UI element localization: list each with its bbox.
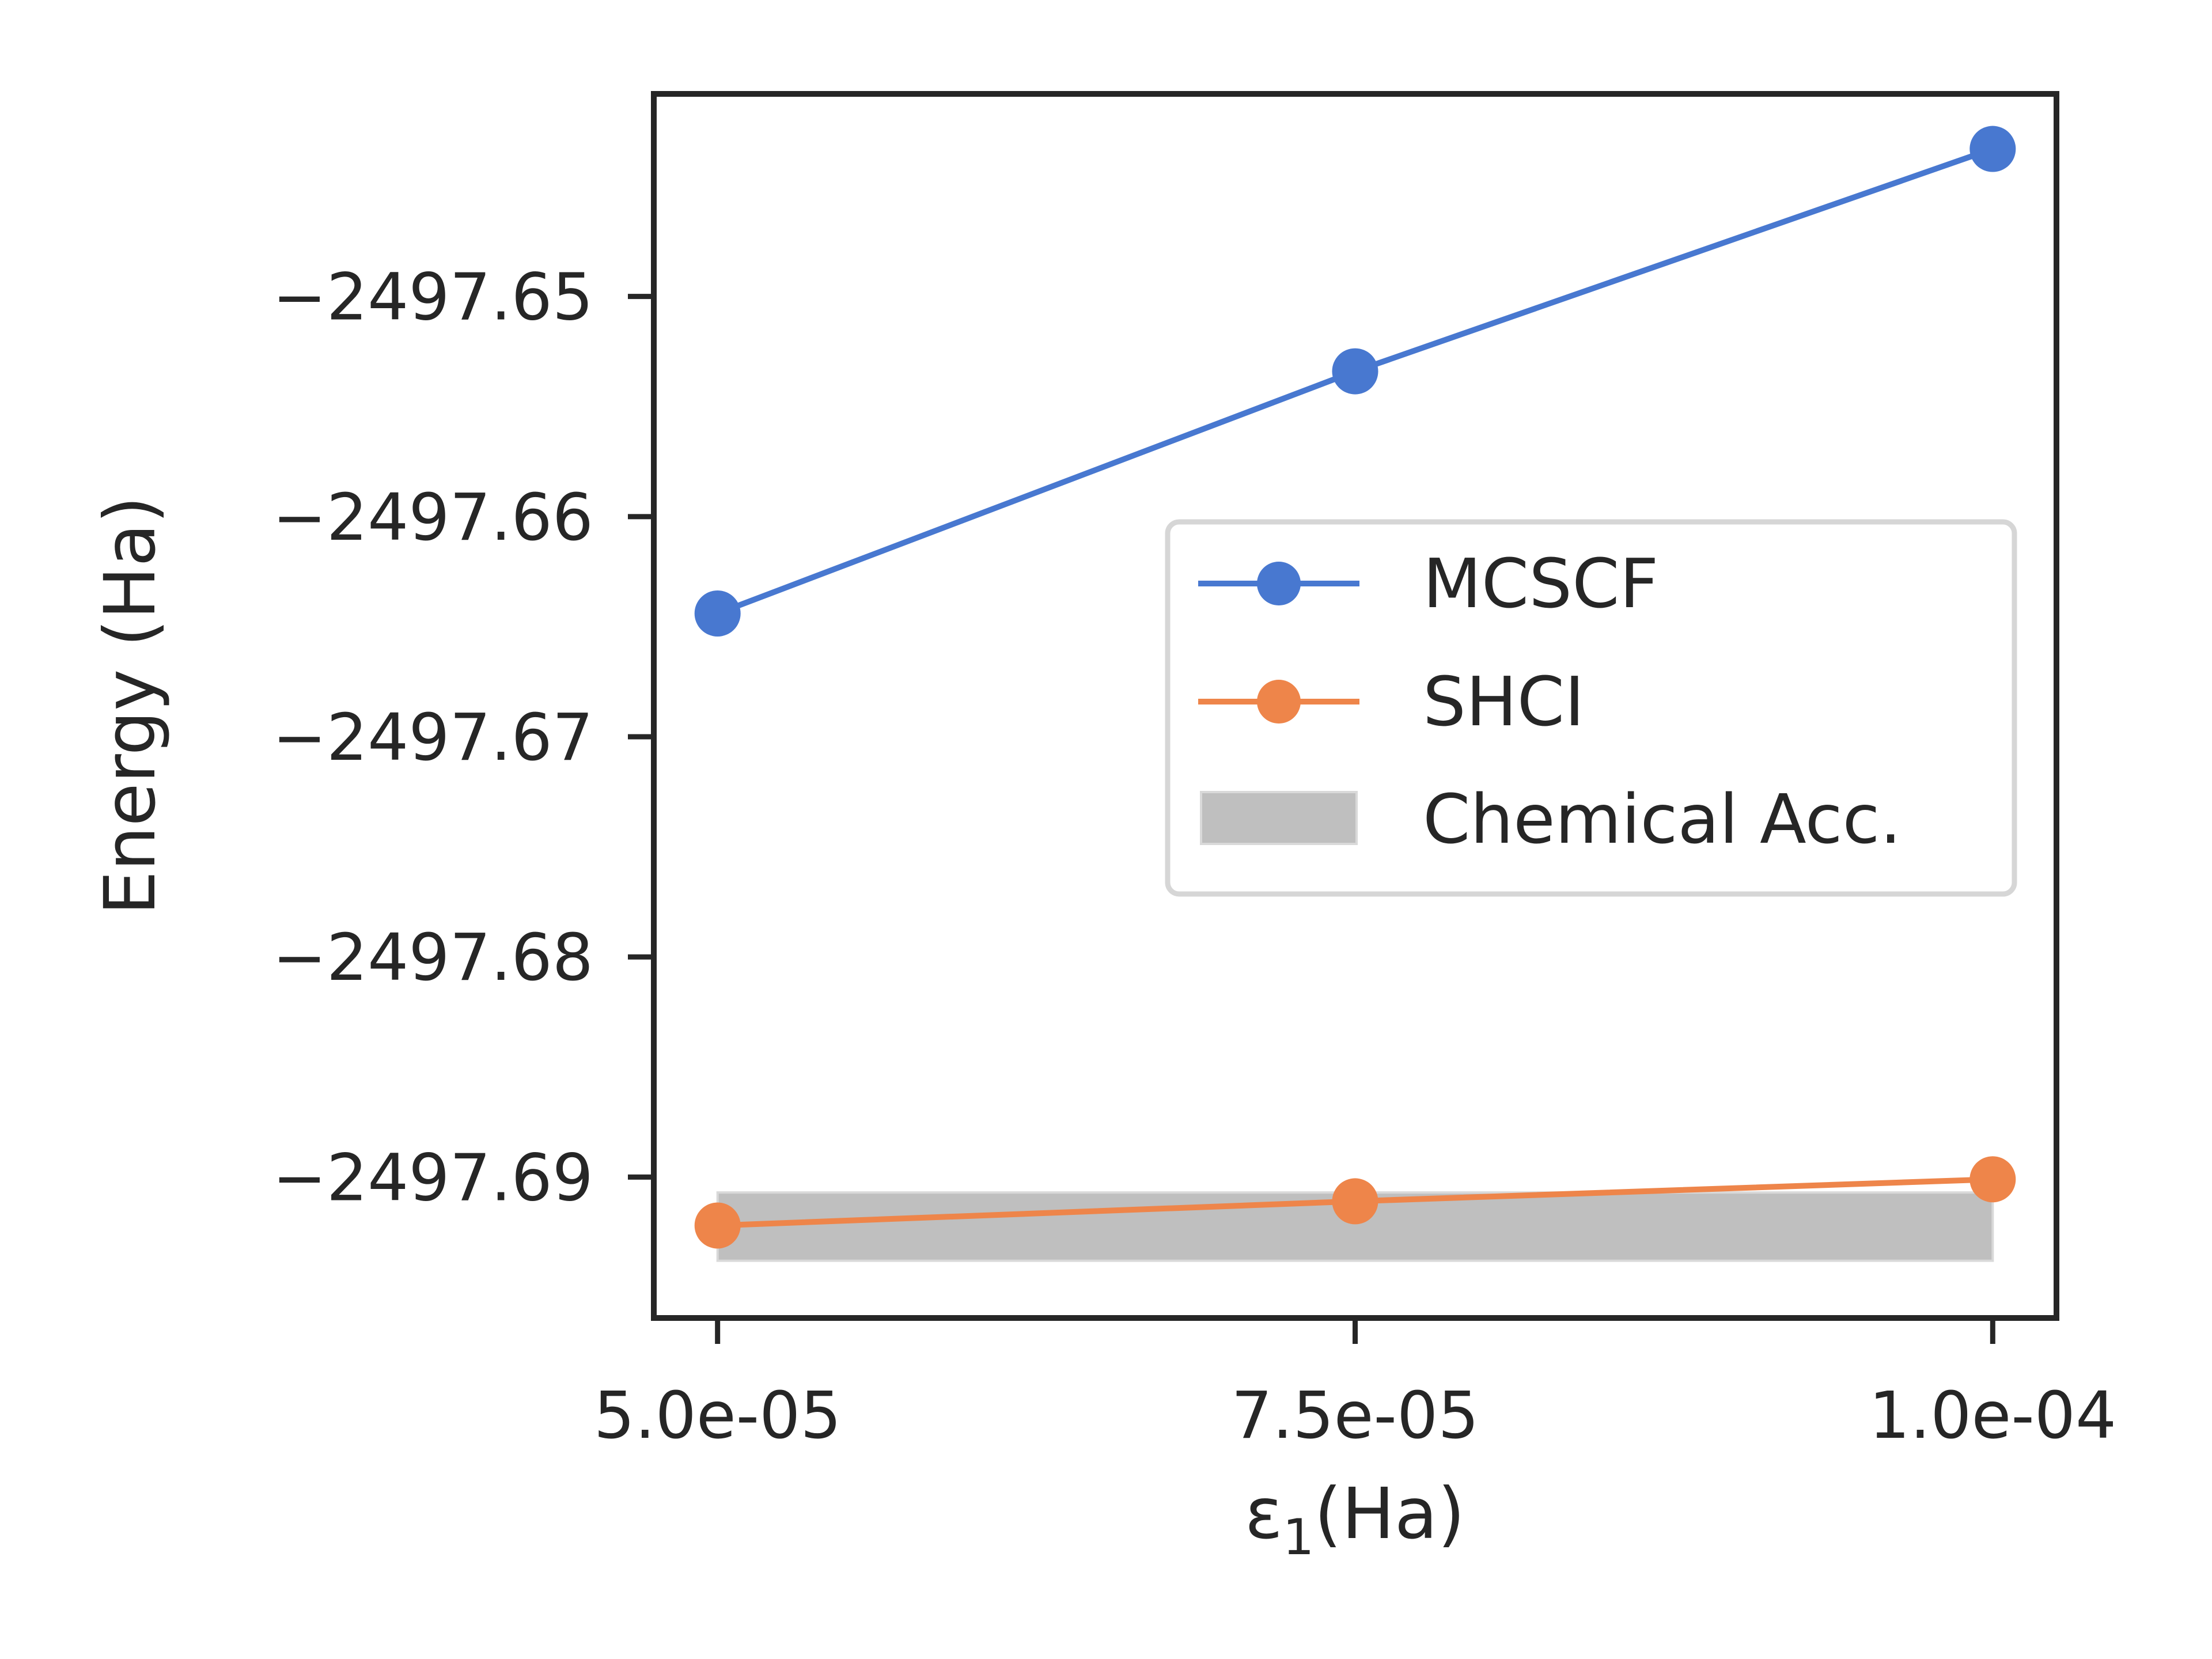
x-axis-label: ε1(Ha) (1245, 1473, 1465, 1566)
legend-mcscf-marker (1257, 562, 1301, 605)
legend-label-mcscf: MCSCF (1423, 544, 1658, 623)
data-point-mcscf (1332, 348, 1378, 395)
data-point-mcscf (1969, 126, 2016, 172)
y-tick-label: −2497.69 (272, 1141, 593, 1215)
y-tick-label: −2497.65 (272, 260, 593, 335)
y-tick-label: −2497.68 (272, 921, 593, 995)
legend-label-shci: SHCI (1423, 662, 1585, 741)
x-tick-label: 1.0e-04 (1869, 1378, 2116, 1453)
x-axis: 5.0e-05 7.5e-05 1.0e-04 (594, 1321, 2116, 1453)
data-point-shci (694, 1202, 741, 1249)
data-point-shci (1969, 1156, 2016, 1203)
data-point-mcscf (694, 590, 741, 637)
x-tick-label: 7.5e-05 (1232, 1378, 1479, 1453)
legend-chemical-acc-swatch (1200, 791, 1358, 845)
legend: MCSCF SHCI Chemical Acc. (1165, 519, 2017, 897)
y-axis: −2497.65 −2497.66 −2497.67 −2497.68 −2497.69 (272, 260, 651, 1215)
series-layer (694, 126, 2016, 1249)
plot-frame (651, 91, 2059, 1321)
x-tick-label: 5.0e-05 (594, 1378, 842, 1453)
y-axis-label: Energy (Ha) (89, 496, 171, 915)
y-tick-label: −2497.66 (272, 480, 593, 555)
legend-box (1165, 519, 2017, 897)
y-tick-label: −2497.67 (272, 700, 593, 775)
legend-shci-marker (1257, 680, 1301, 724)
legend-label-chemical-acc: Chemical Acc. (1423, 779, 1902, 859)
data-point-shci (1332, 1178, 1378, 1225)
